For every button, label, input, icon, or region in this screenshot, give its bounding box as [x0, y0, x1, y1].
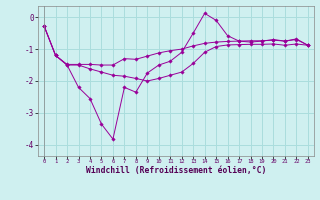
- X-axis label: Windchill (Refroidissement éolien,°C): Windchill (Refroidissement éolien,°C): [86, 166, 266, 175]
